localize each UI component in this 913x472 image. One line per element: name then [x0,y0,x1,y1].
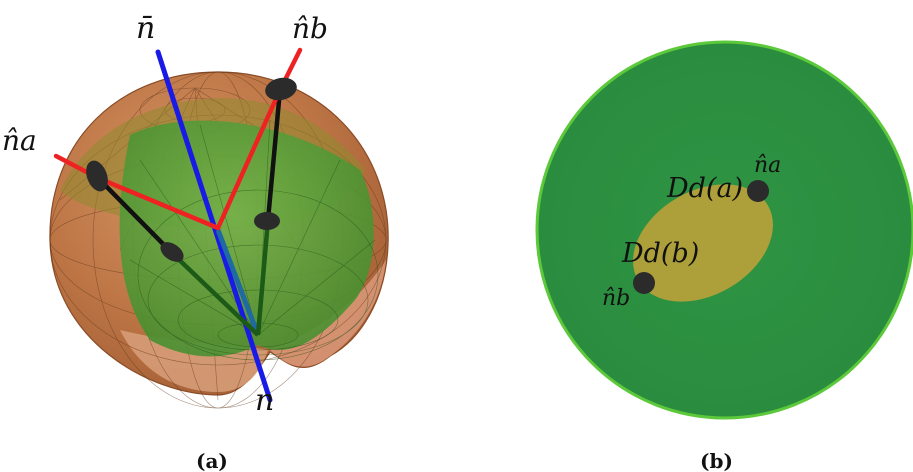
label-n-bar: n̄ [136,11,155,46]
point-projection-a [160,242,184,262]
point-n-hat-a-disk [747,180,769,202]
overlap-ellipse [633,184,773,302]
caption-b: (b) [700,449,733,472]
caption-a: (a) [196,449,228,472]
label-n-hat-b: n̂b [292,12,328,45]
label-n: n [255,383,274,418]
axis-n-inner-segment [215,229,261,336]
label-n-hat-a: n̂a [2,124,37,157]
label-D-d-b: Dd(b) [621,238,699,269]
geodesic-a-lower [170,251,260,337]
point-n-hat-a [86,160,108,192]
panel-a-sphere [49,47,389,409]
label-n-hat-b-disk: n̂b [602,286,630,311]
lower-lobe-left [120,330,268,392]
point-n-hat-b [265,77,297,101]
label-n-hat-a-disk: n̂a [754,153,781,178]
geodesic-b-lower [255,219,271,336]
geodesic-a-upper [96,176,174,255]
panel-b-disk [535,40,913,420]
geodesic-b-upper [265,89,283,221]
label-D-d-a: Dd(a) [666,173,743,204]
point-projection-b [254,212,280,230]
point-n-hat-b-disk [633,272,655,294]
